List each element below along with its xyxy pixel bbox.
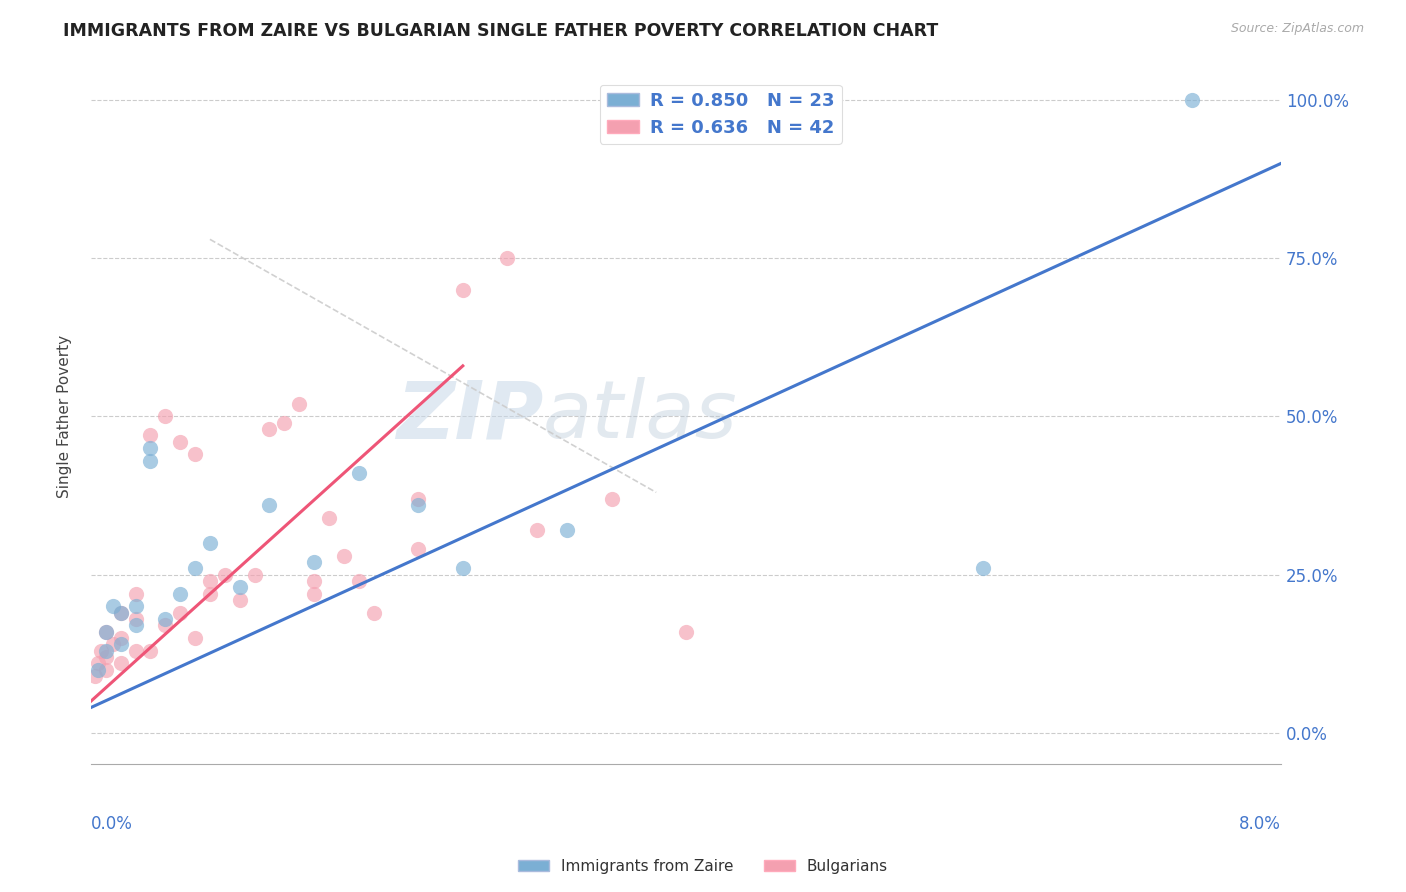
Point [124, 599, 146, 614]
Point [94, 649, 117, 664]
Point [972, 561, 994, 575]
Point [110, 606, 132, 620]
Point [94, 624, 117, 639]
Point [302, 587, 325, 601]
Y-axis label: Single Father Poverty: Single Father Poverty [58, 334, 72, 498]
Point [363, 606, 385, 620]
Point [124, 612, 146, 626]
Point [243, 567, 266, 582]
Point [87, 663, 110, 677]
Point [94, 624, 117, 639]
Point [155, 409, 177, 424]
Point [84, 669, 107, 683]
Text: Source: ZipAtlas.com: Source: ZipAtlas.com [1230, 22, 1364, 36]
Point [1181, 93, 1204, 107]
Point [90, 643, 112, 657]
Point [347, 467, 370, 481]
Point [139, 454, 162, 468]
Point [169, 434, 191, 449]
Point [451, 283, 474, 297]
Text: 0.0%: 0.0% [91, 815, 132, 833]
Point [198, 587, 221, 601]
Point [675, 624, 697, 639]
Point [169, 606, 191, 620]
Point [228, 580, 250, 594]
Point [526, 524, 548, 538]
Text: 8.0%: 8.0% [1239, 815, 1281, 833]
Point [228, 593, 250, 607]
Point [273, 416, 295, 430]
Legend: Immigrants from Zaire, Bulgarians: Immigrants from Zaire, Bulgarians [512, 853, 894, 880]
Point [318, 510, 340, 524]
Text: IMMIGRANTS FROM ZAIRE VS BULGARIAN SINGLE FATHER POVERTY CORRELATION CHART: IMMIGRANTS FROM ZAIRE VS BULGARIAN SINGL… [63, 22, 939, 40]
Point [198, 574, 221, 588]
Point [110, 657, 132, 671]
Point [139, 643, 162, 657]
Text: atlas: atlas [543, 377, 738, 456]
Point [302, 555, 325, 569]
Point [302, 574, 325, 588]
Point [124, 587, 146, 601]
Point [124, 643, 146, 657]
Point [139, 428, 162, 442]
Point [103, 637, 125, 651]
Point [184, 447, 207, 461]
Point [496, 252, 519, 266]
Point [259, 498, 281, 512]
Point [110, 637, 132, 651]
Point [94, 643, 117, 657]
Point [347, 574, 370, 588]
Point [451, 561, 474, 575]
Point [124, 618, 146, 632]
Point [600, 491, 623, 506]
Point [555, 524, 578, 538]
Point [198, 536, 221, 550]
Point [406, 498, 429, 512]
Point [288, 397, 311, 411]
Point [155, 612, 177, 626]
Point [184, 631, 207, 645]
Point [259, 422, 281, 436]
Point [214, 567, 236, 582]
Legend: R = 0.850   N = 23, R = 0.636   N = 42: R = 0.850 N = 23, R = 0.636 N = 42 [600, 85, 842, 144]
Point [184, 561, 207, 575]
Point [333, 549, 356, 563]
Point [94, 663, 117, 677]
Point [110, 606, 132, 620]
Point [406, 491, 429, 506]
Point [155, 618, 177, 632]
Point [406, 542, 429, 557]
Point [87, 657, 110, 671]
Text: ZIP: ZIP [395, 377, 543, 456]
Point [139, 441, 162, 455]
Point [103, 599, 125, 614]
Point [110, 631, 132, 645]
Point [169, 587, 191, 601]
